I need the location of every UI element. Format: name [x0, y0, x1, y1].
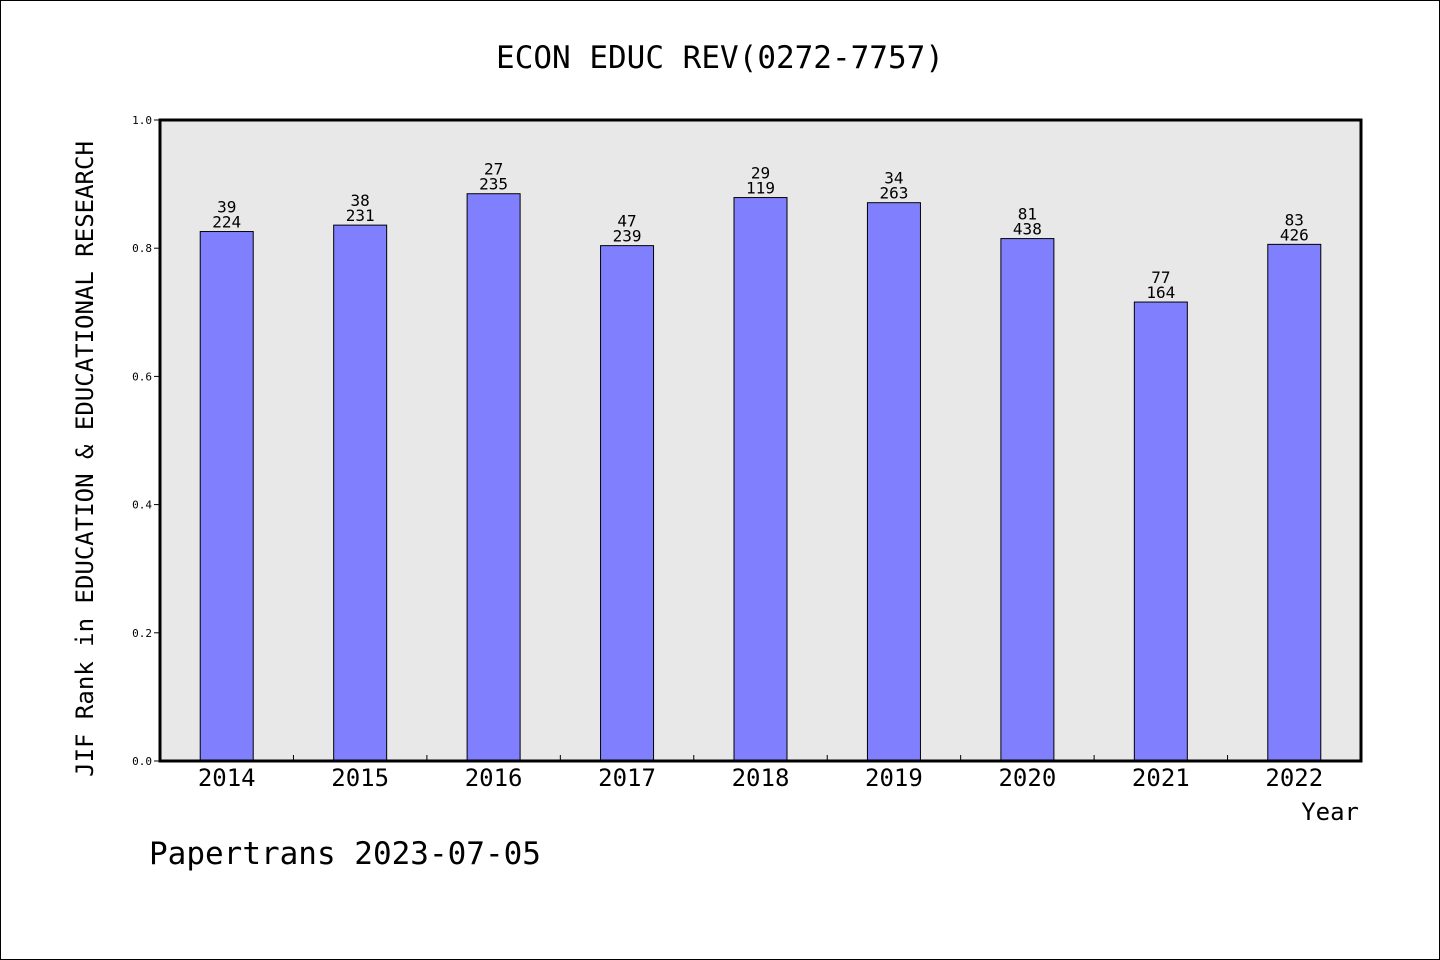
x-tick-label: 2022 — [1265, 764, 1323, 792]
rank-label: 39 — [217, 198, 236, 217]
bar-2021 — [1133, 301, 1188, 762]
bar-2016 — [466, 193, 521, 762]
rank-label: 83 — [1285, 210, 1304, 229]
y-tick-label: 0.6 — [132, 370, 152, 383]
rank-label: 27 — [484, 160, 503, 179]
x-tick-label: 2015 — [331, 764, 389, 792]
rank-label: 34 — [884, 169, 903, 188]
x-axis-label: Year — [1301, 798, 1359, 826]
rank-label: 38 — [351, 191, 370, 210]
y-tick-label: 1.0 — [132, 114, 152, 127]
y-ticks-group: 0.0 0.2 0.4 0.6 0.8 1.0 — [132, 114, 160, 768]
plot-border — [158, 118, 1363, 763]
x-tick-label: 2014 — [198, 764, 256, 792]
x-tick-label: 2016 — [465, 764, 523, 792]
bar-2022 — [1267, 243, 1322, 762]
total-label: 426 — [1280, 225, 1309, 244]
bar-2014 — [199, 231, 254, 762]
rank-label: 29 — [751, 164, 770, 183]
bar-2020 — [1000, 238, 1055, 762]
chart-title: ECON EDUC REV(0272-7757) — [496, 40, 944, 76]
bar-2018 — [733, 197, 788, 762]
total-label: 235 — [479, 175, 508, 194]
x-tick-label: 2018 — [732, 764, 790, 792]
bars-group — [199, 193, 1322, 762]
x-tick-label: 2021 — [1132, 764, 1190, 792]
footer-credit: Papertrans 2023-07-05 — [149, 836, 541, 872]
total-label: 231 — [346, 206, 375, 225]
total-label: 164 — [1146, 283, 1175, 302]
y-tick-label: 0.2 — [132, 627, 152, 640]
x-ticks-group: 2014 2015 2016 2017 2018 2019 2020 2021 2022 — [198, 755, 1323, 792]
bar-2019 — [866, 202, 921, 762]
y-tick-label: 0.0 — [132, 755, 152, 768]
rank-label: 77 — [1151, 268, 1170, 287]
total-label: 438 — [1013, 220, 1042, 239]
total-label: 263 — [879, 184, 908, 203]
rank-label: 81 — [1018, 205, 1037, 224]
y-tick-label: 0.4 — [132, 499, 152, 512]
bar-2015 — [333, 224, 388, 762]
x-tick-label: 2017 — [598, 764, 656, 792]
y-axis-label: JIF Rank in EDUCATION & EDUCATIONAL RESE… — [71, 141, 99, 777]
y-tick-label: 0.8 — [132, 242, 152, 255]
x-tick-label: 2019 — [865, 764, 923, 792]
x-tick-label: 2020 — [998, 764, 1056, 792]
rank-label: 47 — [617, 212, 636, 231]
total-label: 224 — [212, 213, 241, 232]
total-label: 119 — [746, 179, 775, 198]
bar-2017 — [600, 245, 655, 762]
total-label: 239 — [613, 227, 642, 246]
